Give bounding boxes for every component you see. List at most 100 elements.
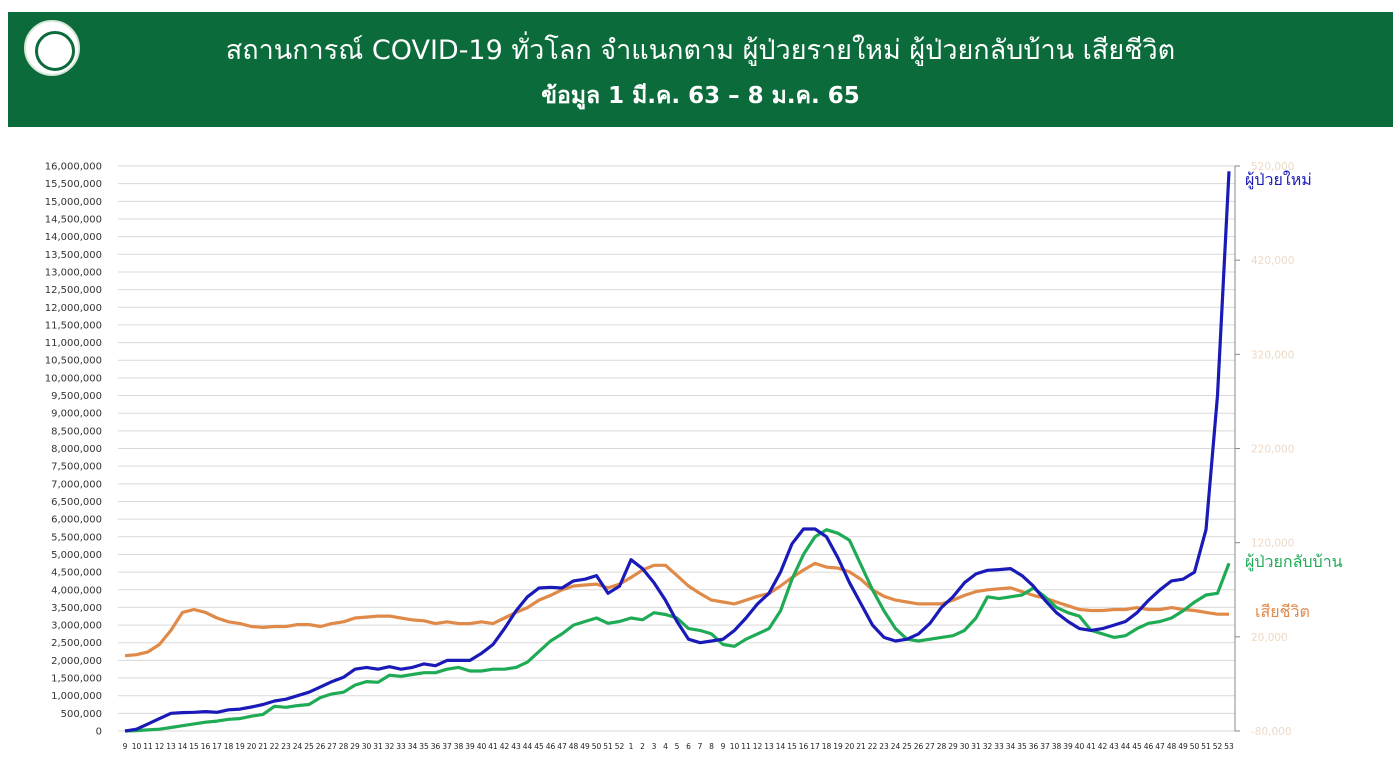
x-tick-label: 19 bbox=[833, 742, 843, 751]
y-left-tick-label: 9,000,000 bbox=[51, 409, 102, 420]
y-left-tick-label: 3,500,000 bbox=[51, 603, 102, 614]
x-tick-label: 48 bbox=[569, 742, 579, 751]
x-tick-label: 9 bbox=[123, 742, 128, 751]
y-left-tick-label: 1,000,000 bbox=[51, 691, 102, 702]
x-tick-label: 34 bbox=[1006, 742, 1016, 751]
y-left-tick-label: 12,500,000 bbox=[45, 285, 102, 296]
x-tick-label: 26 bbox=[316, 742, 326, 751]
x-tick-label: 44 bbox=[523, 742, 533, 751]
x-tick-label: 46 bbox=[546, 742, 556, 751]
x-tick-label: 24 bbox=[293, 742, 303, 751]
page-title: สถานการณ์ COVID-19 ทั่วโลก จำแนกตาม ผู้ป… bbox=[225, 35, 1176, 66]
x-tick-label: 25 bbox=[304, 742, 314, 751]
x-tick-label: 22 bbox=[868, 742, 878, 751]
x-tick-label: 28 bbox=[339, 742, 349, 751]
x-tick-label: 13 bbox=[166, 742, 176, 751]
x-tick-label: 32 bbox=[385, 742, 395, 751]
x-tick-label: 40 bbox=[1075, 742, 1085, 751]
y-left-tick-label: 5,500,000 bbox=[51, 532, 102, 543]
x-tick-label: 37 bbox=[1040, 742, 1050, 751]
x-tick-label: 8 bbox=[709, 742, 714, 751]
y-left-tick-label: 12,000,000 bbox=[45, 303, 102, 314]
x-tick-label: 31 bbox=[373, 742, 383, 751]
x-tick-label: 23 bbox=[879, 742, 889, 751]
x-tick-label: 35 bbox=[1017, 742, 1027, 751]
x-tick-label: 38 bbox=[1052, 742, 1062, 751]
y-right-tick-label: 20,000 bbox=[1251, 632, 1288, 644]
x-tick-label: 21 bbox=[258, 742, 268, 751]
y-left-tick-label: 2,000,000 bbox=[51, 656, 102, 667]
y-left-tick-label: 14,000,000 bbox=[45, 232, 102, 243]
x-tick-label: 12 bbox=[155, 742, 165, 751]
x-tick-label: 35 bbox=[419, 742, 429, 751]
ministry-logo bbox=[24, 20, 80, 76]
x-tick-label: 30 bbox=[362, 742, 372, 751]
series-recovered-line bbox=[124, 528, 1231, 733]
y-left-tick-label: 13,000,000 bbox=[45, 267, 102, 278]
y-right-tick-label: 520,000 bbox=[1251, 161, 1294, 173]
x-tick-label: 42 bbox=[1098, 742, 1108, 751]
x-tick-label: 39 bbox=[465, 742, 475, 751]
x-tick-label: 18 bbox=[224, 742, 234, 751]
x-tick-label: 11 bbox=[143, 742, 153, 751]
x-tick-label: 34 bbox=[408, 742, 418, 751]
x-tick-label: 3 bbox=[652, 742, 657, 751]
x-tick-label: 20 bbox=[247, 742, 257, 751]
x-tick-label: 10 bbox=[132, 742, 142, 751]
y-left-tick-label: 1,500,000 bbox=[51, 674, 102, 685]
x-tick-label: 16 bbox=[201, 742, 211, 751]
y-left-tick-label: 6,500,000 bbox=[51, 497, 102, 508]
x-tick-label: 27 bbox=[925, 742, 935, 751]
x-tick-label: 24 bbox=[891, 742, 901, 751]
y-left-tick-label: 10,500,000 bbox=[45, 356, 102, 367]
x-tick-label: 38 bbox=[454, 742, 464, 751]
legend-new-cases: ผู้ป่วยใหม่ bbox=[1245, 170, 1312, 189]
x-tick-label: 20 bbox=[845, 742, 855, 751]
x-tick-label: 18 bbox=[822, 742, 832, 751]
x-tick-label: 29 bbox=[350, 742, 360, 751]
x-tick-label: 50 bbox=[1190, 742, 1200, 751]
x-tick-label: 49 bbox=[580, 742, 590, 751]
x-tick-label: 31 bbox=[971, 742, 981, 751]
y-left-tick-label: 0 bbox=[96, 727, 102, 738]
x-tick-label: 47 bbox=[1155, 742, 1165, 751]
x-tick-label: 14 bbox=[776, 742, 786, 751]
header-banner: สถานการณ์ COVID-19 ทั่วโลก จำแนกตาม ผู้ป… bbox=[8, 12, 1393, 127]
y-left-tick-label: 16,000,000 bbox=[45, 162, 102, 173]
x-tick-label: 51 bbox=[603, 742, 613, 751]
x-tick-label: 36 bbox=[1029, 742, 1039, 751]
x-tick-label: 40 bbox=[477, 742, 487, 751]
x-tick-label: 43 bbox=[511, 742, 521, 751]
x-tick-label: 52 bbox=[615, 742, 625, 751]
y-left-tick-label: 10,000,000 bbox=[45, 373, 102, 384]
x-tick-label: 22 bbox=[270, 742, 280, 751]
x-tick-label: 52 bbox=[1213, 742, 1223, 751]
page-subtitle: ข้อมูล 1 มี.ค. 63 – 8 ม.ค. 65 bbox=[541, 83, 860, 109]
x-tick-label: 2 bbox=[640, 742, 645, 751]
x-tick-label: 1 bbox=[629, 742, 634, 751]
legend-deaths: เสียชีวิต bbox=[1255, 602, 1310, 621]
x-tick-label: 39 bbox=[1063, 742, 1073, 751]
y-left-tick-label: 15,000,000 bbox=[45, 197, 102, 208]
x-tick-label: 48 bbox=[1167, 742, 1177, 751]
x-tick-label: 9 bbox=[721, 742, 726, 751]
y-right-tick-label: -80,000 bbox=[1251, 726, 1292, 738]
x-tick-label: 26 bbox=[914, 742, 924, 751]
y-left-tick-label: 3,000,000 bbox=[51, 621, 102, 632]
x-tick-label: 37 bbox=[442, 742, 452, 751]
x-tick-label: 12 bbox=[753, 742, 763, 751]
x-tick-label: 25 bbox=[902, 742, 912, 751]
y-left-tick-label: 14,500,000 bbox=[45, 214, 102, 225]
x-tick-label: 5 bbox=[675, 742, 680, 751]
y-left-tick-label: 7,500,000 bbox=[51, 462, 102, 473]
y-left-tick-label: 7,000,000 bbox=[51, 479, 102, 490]
series-new-cases-line bbox=[124, 171, 1231, 733]
x-tick-label: 6 bbox=[686, 742, 691, 751]
x-tick-label: 45 bbox=[534, 742, 544, 751]
x-tick-label: 51 bbox=[1201, 742, 1211, 751]
x-tick-label: 47 bbox=[557, 742, 567, 751]
legend-recovered: ผู้ป่วยกลับบ้าน bbox=[1245, 552, 1343, 571]
x-tick-label: 33 bbox=[994, 742, 1004, 751]
x-tick-label: 50 bbox=[592, 742, 602, 751]
